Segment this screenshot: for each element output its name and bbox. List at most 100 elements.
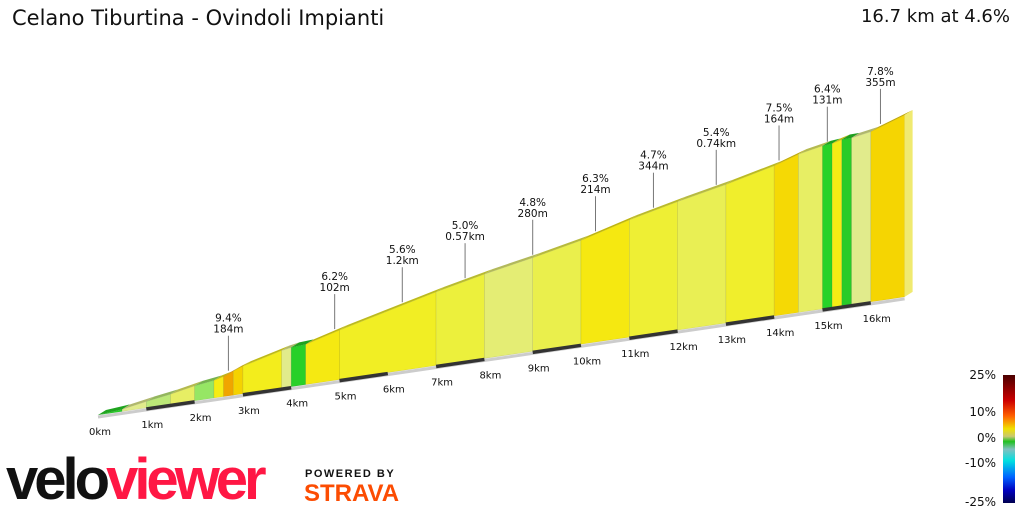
gradient-segment <box>831 139 843 308</box>
segment-top-surface <box>98 404 131 415</box>
annotation-length: 355m <box>865 77 895 89</box>
km-band <box>725 315 775 326</box>
gradient-segment <box>232 365 244 396</box>
km-band <box>532 343 582 355</box>
gradient-segment <box>725 165 775 324</box>
km-band <box>339 371 389 383</box>
segment-top-surface <box>832 134 850 144</box>
segment-top-surface <box>281 342 300 351</box>
x-tick-label: 2km <box>190 413 212 424</box>
annotation-length: 0.74km <box>696 138 736 150</box>
gradient-segment <box>773 153 799 317</box>
x-tick-label: 9km <box>528 363 550 374</box>
gradient-segment <box>677 184 727 331</box>
segment-top-surface <box>822 138 841 146</box>
segment-top-surface <box>798 140 831 155</box>
annotation-gradient: 5.6% <box>389 244 416 256</box>
gradient-color-legend <box>1003 375 1015 503</box>
annotation-gradient: 6.3% <box>582 173 609 185</box>
segment-top-surface <box>851 126 879 138</box>
profile-end-face <box>904 110 913 297</box>
segment-top-surface <box>223 365 242 377</box>
x-tick-label: 5km <box>335 392 357 403</box>
gradient-segment <box>841 137 852 307</box>
gradient-segment <box>822 143 833 310</box>
legend-label: -10% <box>964 456 996 470</box>
segment-top-surface <box>725 160 783 185</box>
annotation-gradient: 6.2% <box>321 271 348 283</box>
x-tick-label: 11km <box>621 349 649 360</box>
annotation-length: 164m <box>764 113 794 125</box>
x-tick-label: 3km <box>238 406 260 417</box>
annotation-gradient: 9.4% <box>215 313 242 325</box>
powered-by-text: POWERED BY <box>305 468 396 480</box>
gradient-segment <box>484 257 534 359</box>
annotation-length: 1.2km <box>386 255 419 267</box>
x-tick-label: 4km <box>286 399 308 410</box>
x-tick-label: 1km <box>141 420 163 431</box>
gradient-segment <box>851 131 872 306</box>
legend-label: 10% <box>969 405 996 419</box>
segment-top-surface <box>532 235 589 258</box>
annotation-gradient: 7.8% <box>867 66 894 78</box>
segment-top-surface <box>484 252 541 275</box>
annotation-length: 131m <box>812 95 842 107</box>
km-band <box>435 357 485 369</box>
veloviewer-logo: veloviewer <box>6 447 267 512</box>
segment-top-surface <box>170 380 203 395</box>
annotation-length: 214m <box>580 184 610 196</box>
strava-logo: STRAVA <box>304 480 400 507</box>
annotation-length: 184m <box>213 324 243 336</box>
x-tick-label: 6km <box>383 385 405 396</box>
segment-top-surface <box>213 371 232 381</box>
x-tick-label: 10km <box>573 356 601 367</box>
km-band <box>242 385 292 397</box>
x-tick-label: 16km <box>863 314 891 325</box>
segment-top-surface <box>291 339 314 348</box>
km-band <box>629 329 678 340</box>
annotation-gradient: 4.8% <box>519 197 546 209</box>
annotation-gradient: 7.5% <box>766 102 793 114</box>
x-tick-label: 13km <box>718 335 746 346</box>
annotation-length: 344m <box>638 161 668 173</box>
segment-top-surface <box>841 132 860 140</box>
segment-top-surface <box>242 345 290 367</box>
km-band <box>822 301 872 312</box>
x-tick-label: 0km <box>89 427 111 438</box>
annotation-length: 102m <box>320 282 350 294</box>
legend-label: 25% <box>969 368 996 382</box>
annotation-gradient: 6.4% <box>814 84 841 96</box>
segment-top-surface <box>233 361 251 371</box>
segment-top-surface <box>436 269 493 292</box>
segment-top-surface <box>339 286 445 331</box>
km-band <box>146 400 195 411</box>
gradient-segment <box>870 114 905 303</box>
page-title: Celano Tiburtina - Ovindoli Impianti <box>12 6 385 30</box>
annotation-length: 0.57km <box>445 231 485 243</box>
segment-top-surface <box>122 396 155 410</box>
segment-top-surface <box>194 375 222 386</box>
annotation-gradient: 5.4% <box>703 127 730 139</box>
x-tick-label: 8km <box>479 370 501 381</box>
gradient-segment <box>281 346 292 389</box>
annotation-length: 280m <box>518 208 548 220</box>
x-tick-label: 15km <box>814 321 842 332</box>
segment-top-surface <box>146 389 179 402</box>
x-tick-label: 14km <box>766 328 794 339</box>
gradient-segment <box>798 145 823 313</box>
climb-summary: 16.7 km at 4.6% <box>860 6 1010 27</box>
annotation-gradient: 4.7% <box>640 150 667 162</box>
segment-top-surface <box>870 110 913 132</box>
gradient-segment <box>339 291 437 380</box>
gradient-segment <box>305 329 340 385</box>
legend-label: 0% <box>976 431 996 445</box>
segment-top-surface <box>677 179 734 202</box>
x-tick-label: 12km <box>669 342 697 353</box>
legend-label: -25% <box>964 495 996 509</box>
segment-top-surface <box>629 196 686 220</box>
annotation-gradient: 5.0% <box>452 220 479 232</box>
gradient-segment <box>290 343 306 388</box>
segment-top-surface <box>774 149 807 166</box>
segment-top-surface <box>581 214 638 241</box>
